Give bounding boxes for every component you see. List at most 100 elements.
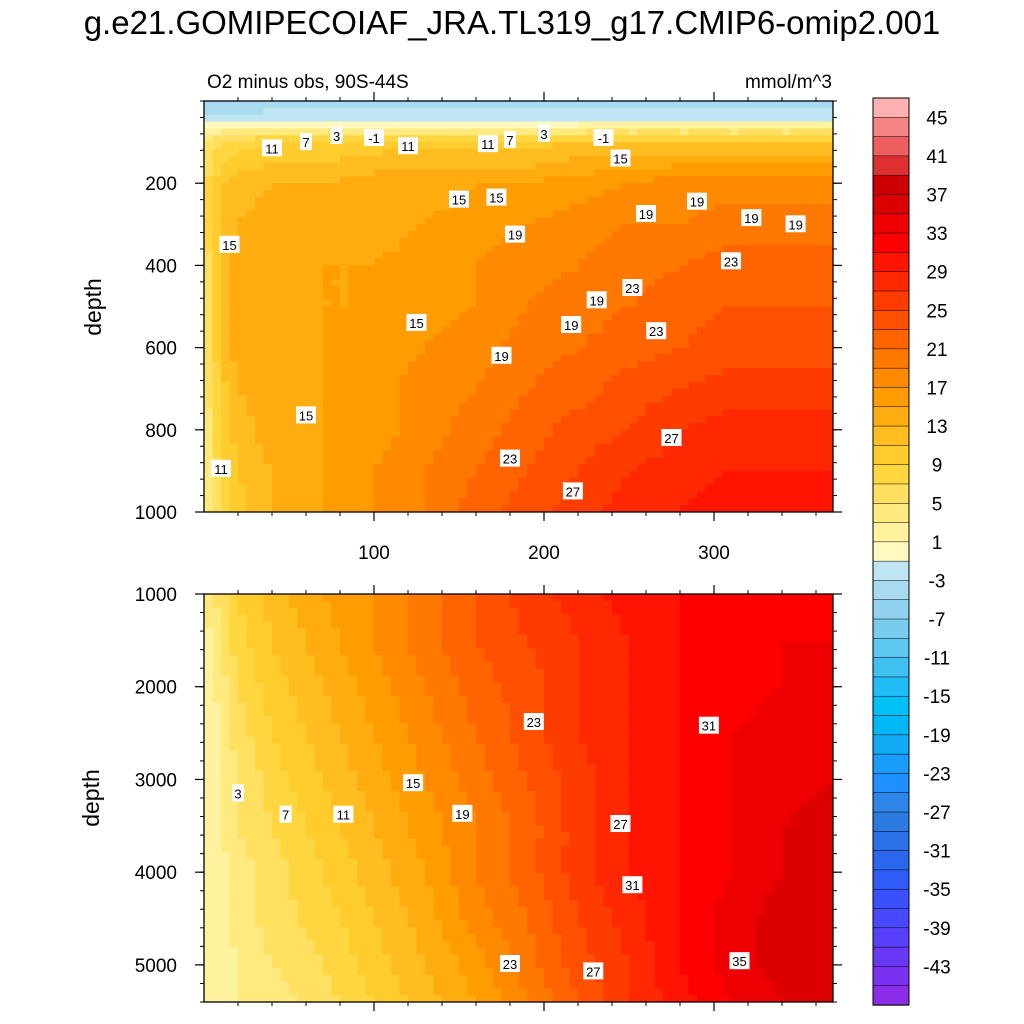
field-cell	[722, 409, 732, 417]
field-cell	[714, 498, 724, 506]
field-cell	[646, 121, 656, 129]
field-cell	[297, 361, 307, 369]
field-cell	[688, 320, 698, 328]
field-cell	[714, 436, 724, 445]
field-cell	[425, 505, 435, 512]
field-cell	[442, 279, 452, 287]
field-cell	[450, 402, 460, 410]
field-cell	[476, 641, 486, 649]
field-cell	[433, 621, 443, 629]
field-cell	[731, 388, 741, 397]
field-cell	[382, 436, 392, 445]
field-cell	[561, 265, 571, 273]
field-cell	[663, 251, 673, 260]
field-cell	[238, 231, 248, 239]
field-cell	[476, 196, 486, 205]
field-cell	[612, 299, 622, 308]
field-cell	[280, 107, 290, 116]
field-cell	[238, 142, 248, 150]
field-cell	[756, 634, 766, 643]
field-cell	[348, 594, 358, 602]
field-cell	[348, 416, 358, 424]
field-cell	[816, 628, 826, 636]
field-cell	[357, 375, 367, 383]
field-cell	[765, 436, 775, 445]
field-cell	[620, 436, 630, 445]
field-cell	[544, 176, 554, 184]
field-cell	[272, 333, 282, 342]
field-cell	[663, 217, 673, 225]
field-cell	[705, 320, 715, 328]
field-cell	[552, 628, 562, 636]
field-cell	[654, 224, 664, 232]
field-cell	[612, 107, 622, 116]
field-cell	[442, 436, 452, 445]
field-cell	[756, 409, 766, 417]
field-cell	[408, 614, 418, 622]
field-cell	[807, 121, 817, 129]
field-cell	[561, 121, 571, 129]
field-cell	[467, 135, 477, 143]
field-cell	[603, 498, 613, 506]
field-cell	[629, 416, 639, 424]
field-cell	[314, 327, 324, 335]
field-cell	[773, 477, 783, 486]
field-cell	[705, 272, 715, 280]
field-cell	[408, 594, 418, 602]
field-cell	[688, 457, 698, 465]
field-cell	[688, 436, 698, 445]
field-cell	[221, 484, 231, 493]
field-cell	[739, 443, 749, 451]
field-cell	[782, 361, 792, 369]
field-cell	[688, 135, 698, 143]
field-cell	[824, 231, 833, 239]
field-cell	[646, 368, 656, 376]
field-cell	[578, 416, 588, 424]
field-cell	[357, 381, 367, 390]
field-cell	[238, 306, 248, 314]
field-cell	[263, 306, 273, 314]
field-cell	[280, 114, 290, 123]
field-cell	[586, 101, 596, 109]
field-cell	[731, 142, 741, 150]
field-cell	[765, 368, 775, 376]
field-cell	[620, 128, 630, 136]
field-cell	[739, 101, 749, 109]
field-cell	[204, 251, 214, 260]
field-cell	[671, 470, 681, 479]
field-cell	[204, 238, 214, 246]
field-cell	[586, 169, 596, 177]
field-cell	[612, 128, 622, 136]
field-cell	[544, 443, 554, 451]
field-cell	[459, 224, 469, 232]
field-cell	[280, 634, 290, 643]
field-cell	[629, 162, 639, 171]
field-cell	[518, 285, 528, 294]
field-cell	[603, 121, 613, 129]
field-cell	[263, 375, 273, 383]
field-cell	[280, 600, 290, 609]
field-cell	[756, 148, 766, 157]
field-cell	[263, 450, 273, 458]
field-cell	[255, 121, 265, 129]
field-cell	[731, 238, 741, 246]
field-cell	[204, 142, 214, 150]
field-cell	[399, 416, 409, 424]
field-cell	[680, 505, 690, 512]
field-cell	[331, 238, 341, 246]
field-cell	[212, 600, 222, 609]
field-cell	[595, 190, 605, 198]
field-cell	[748, 285, 758, 294]
field-cell	[731, 354, 741, 362]
field-cell	[442, 327, 452, 335]
field-cell	[595, 470, 605, 479]
field-cell	[493, 429, 503, 438]
field-cell	[365, 114, 375, 123]
field-cell	[221, 183, 231, 191]
field-cell	[603, 484, 613, 493]
field-cell	[561, 628, 571, 636]
field-cell	[603, 101, 613, 109]
field-cell	[501, 169, 511, 177]
field-cell	[663, 203, 673, 212]
field-cell	[255, 265, 265, 273]
